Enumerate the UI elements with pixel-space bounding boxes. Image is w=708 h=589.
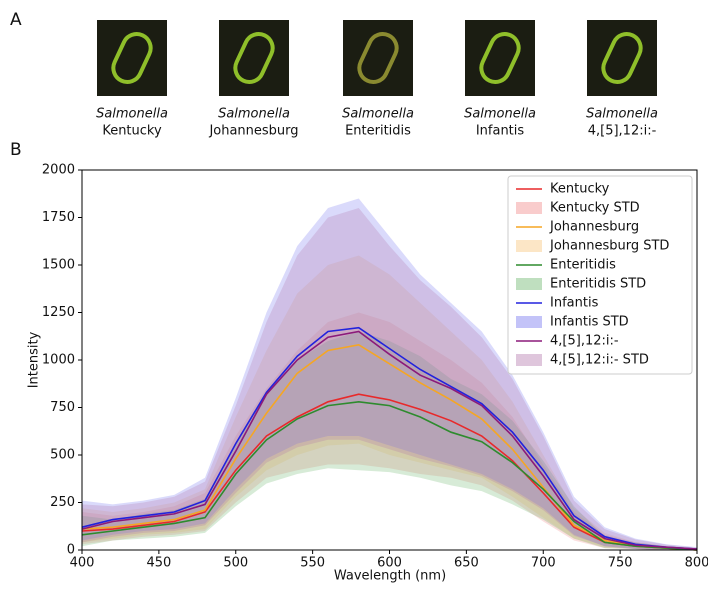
y-axis-label: Intensity [27,331,42,388]
x-tick-label: 550 [300,556,325,571]
serovar-label: Infantis [476,124,525,139]
std-band [82,198,697,550]
legend-label: 4,[5],12:i:- [550,334,619,349]
panel-label: B [10,140,22,160]
x-tick-label: 700 [531,556,556,571]
y-tick-label: 1750 [42,210,75,225]
legend-label: Johannesburg [549,220,639,235]
micrograph [97,20,167,96]
y-tick-label: 1250 [42,305,75,320]
legend-label: Infantis [550,296,599,311]
genus-label: Salmonella [96,107,168,122]
x-tick-label: 400 [70,556,95,571]
y-tick-label: 0 [67,543,75,558]
legend-swatch [516,240,542,252]
genus-label: Salmonella [342,107,414,122]
legend-label: Kentucky STD [550,201,640,216]
legend-label: 4,[5],12:i:- STD [550,353,649,368]
micrograph [465,20,535,96]
x-tick-label: 800 [685,556,708,571]
serovar-label: Enteritidis [345,124,411,139]
std-band [82,331,697,550]
y-tick-label: 750 [50,400,75,415]
line [81,393,698,551]
legend-label: Infantis STD [550,315,629,330]
x-tick-label: 750 [608,556,633,571]
y-tick-label: 1000 [42,353,75,368]
legend-swatch [516,316,542,328]
line [81,330,698,550]
micrograph [343,20,413,96]
bacterium [601,32,643,84]
panel-label: A [10,10,22,30]
std-band [82,312,697,550]
std-band [82,208,697,550]
x-tick-label: 650 [454,556,479,571]
legend-swatch [516,202,542,214]
y-tick-label: 500 [50,448,75,463]
x-tick-label: 450 [146,556,171,571]
y-tick-label: 250 [50,495,75,510]
bacterium [357,32,399,84]
bacterium [233,32,275,84]
bacterium [111,32,153,84]
line [81,400,698,551]
legend-box [507,175,693,375]
x-axis-label: Wavelength (nm) [334,569,446,584]
genus-label: Salmonella [464,107,536,122]
x-tick-label: 500 [223,556,248,571]
serovar-label: 4,[5],12:i:- [588,124,657,139]
bacterium [479,32,521,84]
legend-label: Enteritidis [550,258,616,273]
legend-label: Enteritidis STD [550,277,646,292]
serovar-label: Johannesburg [208,124,298,139]
genus-label: Salmonella [218,107,290,122]
genus-label: Salmonella [586,107,658,122]
legend-label: Kentucky [550,182,610,197]
serovar-label: Kentucky [102,124,162,139]
y-tick-label: 2000 [42,163,75,178]
micrograph [587,20,657,96]
y-tick-label: 1500 [42,258,75,273]
micrograph [219,20,289,96]
legend-swatch [516,278,542,290]
legend-label: Johannesburg STD [549,239,669,254]
legend-swatch [516,354,542,366]
line [81,326,698,550]
x-tick-label: 600 [377,556,402,571]
